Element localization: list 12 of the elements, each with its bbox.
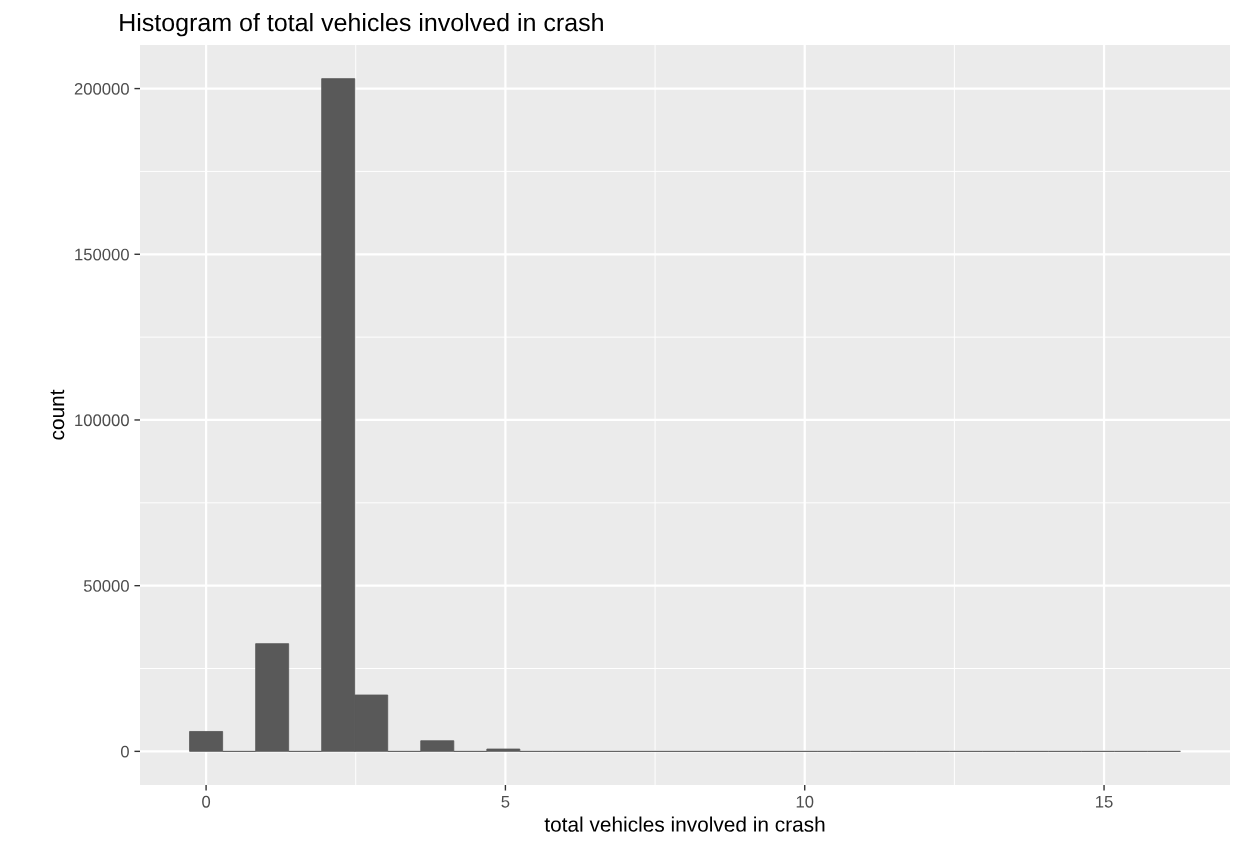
y-tick-label: 50000 <box>83 580 129 592</box>
x-axis-title: total vehicles involved in crash <box>544 816 825 832</box>
y-tick-label: 0 <box>120 745 129 758</box>
y-tick-label: 150000 <box>75 248 129 261</box>
x-tick-label: 5 <box>501 796 510 808</box>
chart-title: Histogram of total vehicles involved in crash <box>120 12 603 37</box>
y-tick-label: 100000 <box>75 414 129 427</box>
x-tick-label: 0 <box>202 795 211 808</box>
x-tick-label: 15 <box>1096 796 1113 808</box>
x-tick-label: 10 <box>796 795 814 808</box>
y-axis-title: count <box>50 389 65 440</box>
y-tick-label: 200000 <box>74 82 129 95</box>
